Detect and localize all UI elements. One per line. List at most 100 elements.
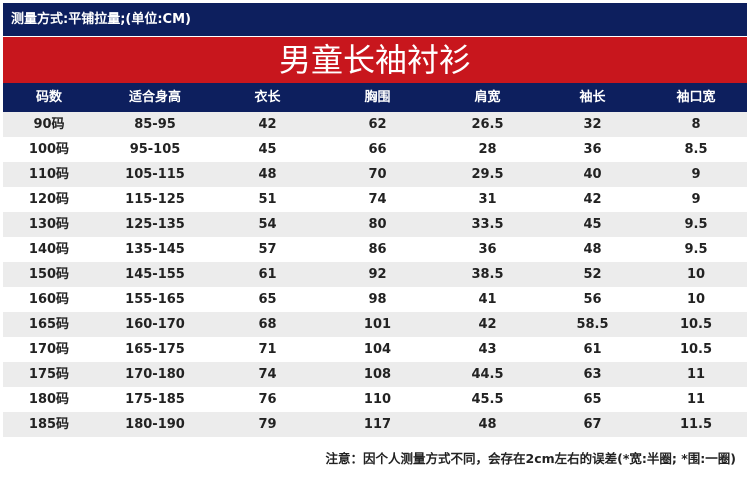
table-cell: 32 — [583, 117, 602, 132]
table-cell: 44.5 — [471, 367, 504, 382]
table-cell: 165-175 — [125, 342, 185, 357]
table-cell: 66 — [368, 142, 387, 157]
table-cell: 57 — [258, 242, 277, 257]
table-cell: 90码 — [33, 117, 65, 132]
table-cell: 120码 — [28, 192, 70, 207]
table-cell: 170-180 — [125, 367, 185, 382]
table-cell: 95-105 — [129, 142, 181, 157]
table-cell: 43 — [478, 342, 497, 357]
note: 注意：因个人测量方式不同，会存在2cm左右的误差(*宽:半圈; *围:一圈) — [325, 451, 736, 466]
table-cell: 36 — [583, 142, 602, 157]
table-cell: 65 — [258, 292, 277, 307]
table-cell: 70 — [368, 167, 387, 182]
table-cell: 80 — [368, 217, 387, 232]
table-cell: 130码 — [28, 217, 70, 232]
table-row: 140码 135-145 57 86 36 48 9.5 — [3, 237, 747, 262]
table-row: 180码 175-185 76 110 45.5 65 11 — [3, 387, 747, 412]
table-cell: 160-170 — [125, 317, 185, 332]
table-cell: 65 — [583, 392, 602, 407]
table-cell: 42 — [583, 192, 602, 207]
table-row: 130码 125-135 54 80 33.5 45 9.5 — [3, 212, 747, 237]
table-cell: 29.5 — [471, 167, 504, 182]
table-cell: 9.5 — [684, 217, 708, 232]
table-row: 185码 180-190 79 117 48 67 11.5 — [3, 412, 747, 437]
column-header: 袖长 — [579, 90, 606, 105]
table-cell: 8 — [691, 117, 701, 132]
table-cell: 11 — [686, 367, 706, 382]
table-cell: 101 — [363, 317, 392, 332]
table-cell: 48 — [478, 417, 497, 432]
table-cell: 10 — [686, 267, 706, 282]
table-row: 170码 165-175 71 104 43 61 10.5 — [3, 337, 747, 362]
table-cell: 42 — [258, 117, 277, 132]
table-cell: 110 — [363, 392, 392, 407]
table-cell: 28 — [478, 142, 497, 157]
table-cell: 45.5 — [471, 392, 504, 407]
table-cell: 51 — [258, 192, 277, 207]
table-cell: 26.5 — [471, 117, 504, 132]
table-cell: 76 — [258, 392, 277, 407]
table-row: 175码 170-180 74 108 44.5 63 11 — [3, 362, 747, 387]
table-cell: 115-125 — [125, 192, 185, 207]
table-cell: 160码 — [28, 292, 70, 307]
table-cell: 74 — [258, 367, 277, 382]
column-header: 肩宽 — [474, 90, 501, 105]
table-cell: 61 — [258, 267, 277, 282]
table-cell: 105-115 — [125, 167, 185, 182]
table-cell: 11.5 — [679, 417, 713, 432]
table-cell: 9.5 — [684, 242, 708, 257]
table-cell: 98 — [368, 292, 387, 307]
table-cell: 165码 — [28, 317, 70, 332]
table-cell: 150码 — [28, 267, 70, 282]
table-row: 90码 85-95 42 62 26.5 32 8 — [3, 112, 747, 137]
table-cell: 155-165 — [125, 292, 185, 307]
table-row: 120码 115-125 51 74 31 42 9 — [3, 187, 747, 212]
table-cell: 175码 — [28, 367, 70, 382]
table-cell: 125-135 — [125, 217, 185, 232]
table-cell: 79 — [258, 417, 277, 432]
table-cell: 10.5 — [679, 317, 713, 332]
table-row: 165码 160-170 68 101 42 58.5 10.5 — [3, 312, 747, 337]
table-cell: 110码 — [28, 167, 70, 182]
table-cell: 58.5 — [576, 317, 609, 332]
table-cell: 36 — [478, 242, 497, 257]
table-cell: 104 — [363, 342, 392, 357]
table-cell: 52 — [583, 267, 602, 282]
table-cell: 71 — [258, 342, 277, 357]
table-cell: 67 — [583, 417, 602, 432]
table-cell: 54 — [258, 217, 277, 232]
table-cell: 62 — [368, 117, 387, 132]
table-cell: 8.5 — [684, 142, 708, 157]
table-cell: 45 — [258, 142, 277, 157]
column-header: 码数 — [35, 90, 62, 105]
table-cell: 9 — [691, 192, 701, 207]
column-header: 胸围 — [364, 90, 391, 105]
measure-bar: 测量方式:平铺拉量;(单位:CM) — [3, 3, 747, 36]
table-cell: 92 — [368, 267, 387, 282]
table-cell: 63 — [583, 367, 602, 382]
table-cell: 100码 — [28, 142, 70, 157]
table-cell: 74 — [368, 192, 387, 207]
table-cell: 135-145 — [125, 242, 185, 257]
table-cell: 86 — [368, 242, 387, 257]
column-header: 适合身高 — [128, 90, 181, 105]
table-cell: 40 — [583, 167, 602, 182]
table-cell: 11 — [686, 392, 706, 407]
header-row: 码数 适合身高 衣长 胸围 肩宽 袖长 袖口宽 — [3, 83, 747, 112]
table-cell: 61 — [583, 342, 602, 357]
table-cell: 10.5 — [679, 342, 713, 357]
table-cell: 9 — [691, 167, 701, 182]
table-cell: 48 — [583, 242, 602, 257]
table-cell: 45 — [583, 217, 602, 232]
table-row: 160码 155-165 65 98 41 56 10 — [3, 287, 747, 312]
table-cell: 31 — [478, 192, 497, 207]
column-header: 衣长 — [254, 90, 281, 105]
table-row: 110码 105-115 48 70 29.5 40 9 — [3, 162, 747, 187]
table-cell: 42 — [478, 317, 497, 332]
table-cell: 117 — [363, 417, 392, 432]
table-cell: 68 — [258, 317, 277, 332]
table-row: 150码 145-155 61 92 38.5 52 10 — [3, 262, 747, 287]
table-cell: 185码 — [28, 417, 70, 432]
table-cell: 170码 — [28, 342, 70, 357]
